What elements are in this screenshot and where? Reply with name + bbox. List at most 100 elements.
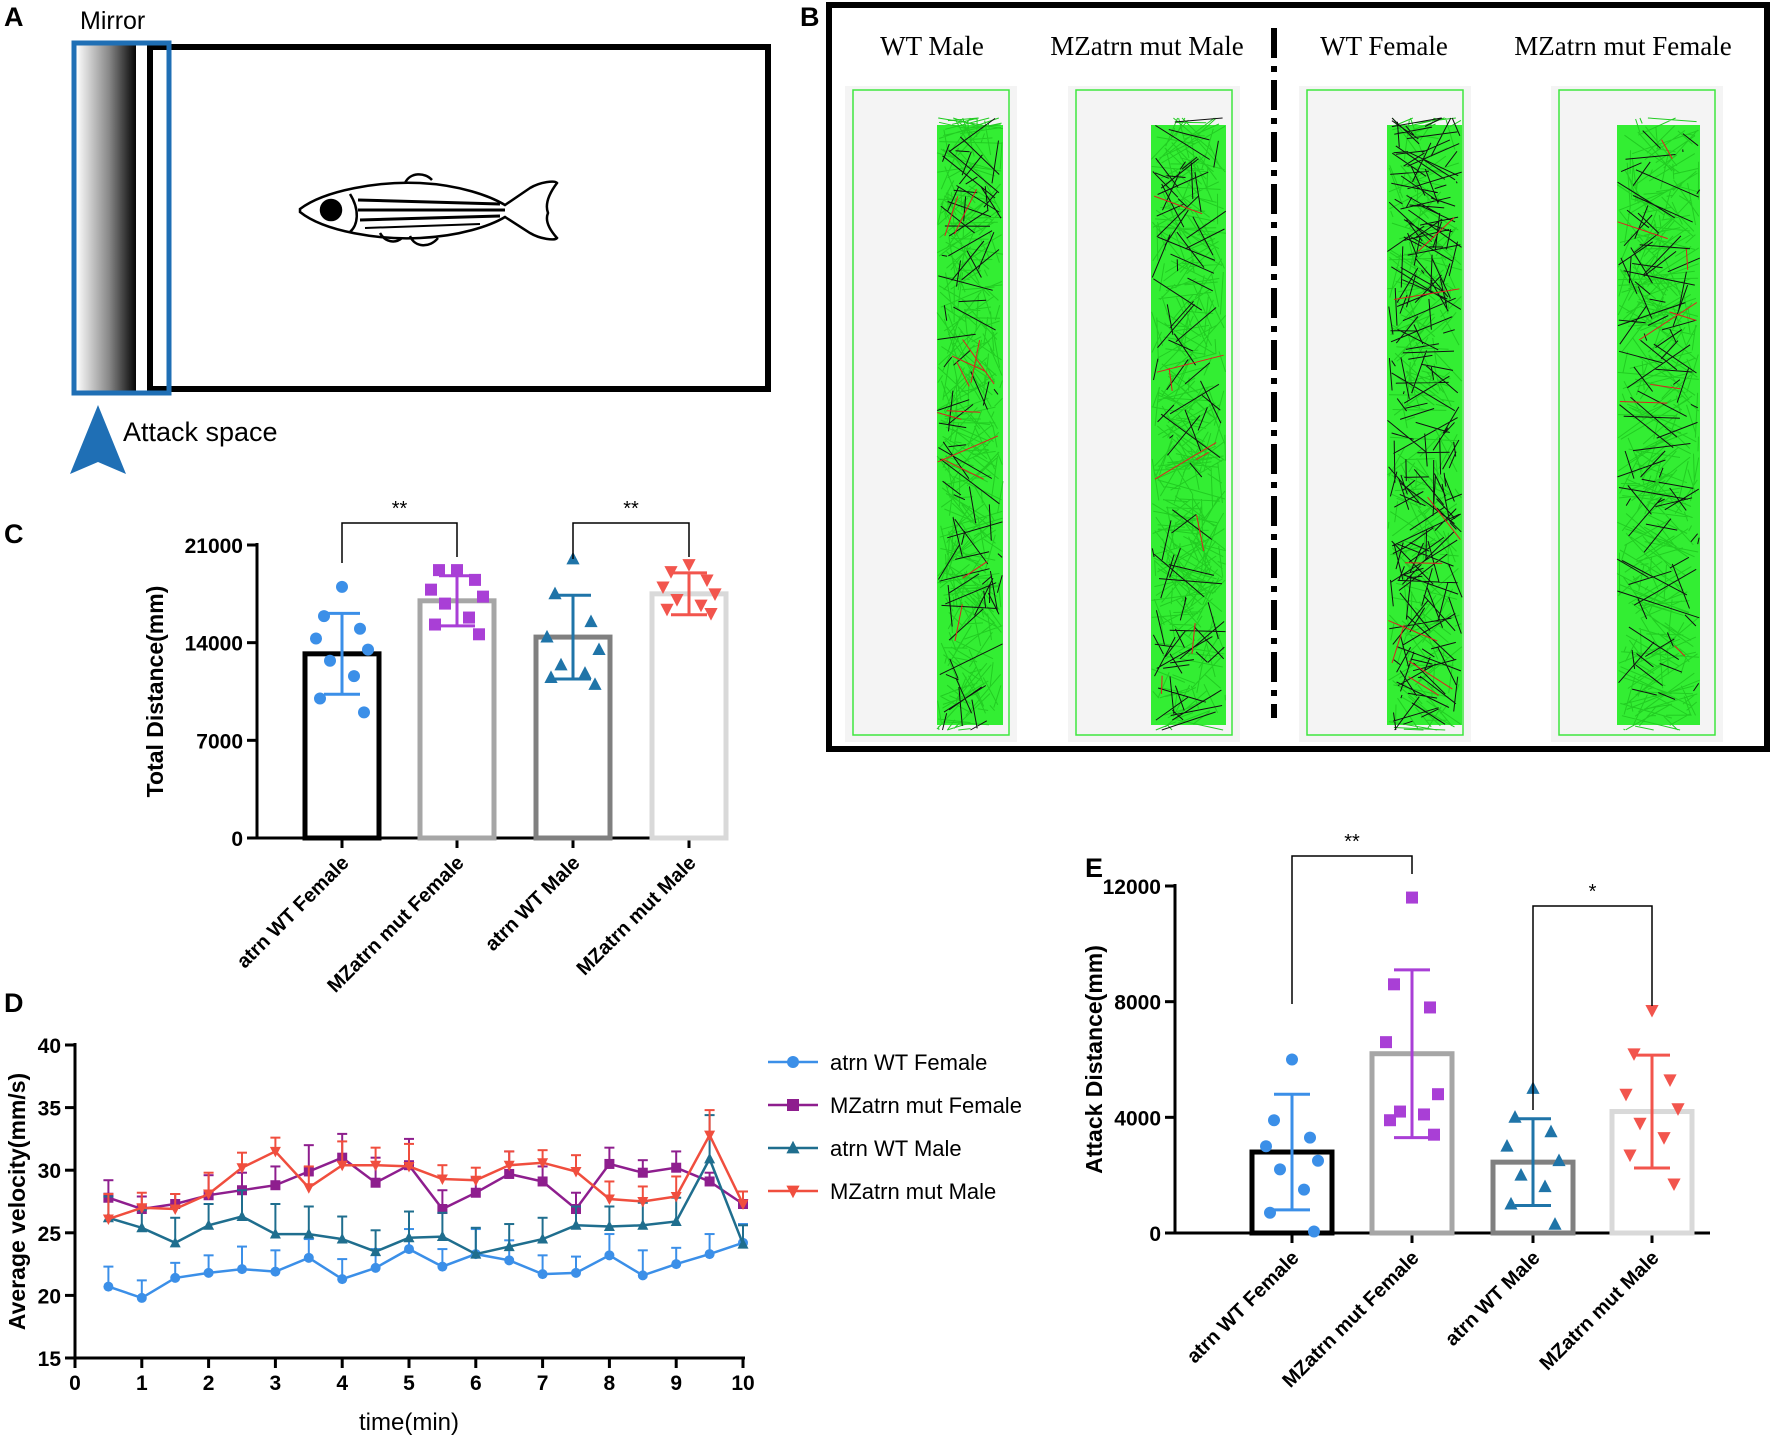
data-point xyxy=(660,603,674,617)
data-point xyxy=(1406,891,1418,904)
data-point xyxy=(1671,1103,1685,1116)
track-title-mut-female: MZatrn mut Female xyxy=(1514,31,1731,61)
x-tick-label: atrn WT Male xyxy=(481,852,585,956)
data-point xyxy=(1432,1088,1444,1101)
chart-attack-distance: E 0 4000 8000 12000 Attack Distance(mm) atrn … xyxy=(1081,831,1710,1392)
data-point xyxy=(439,597,451,610)
data-point xyxy=(337,1274,348,1285)
data-point xyxy=(1304,1131,1316,1144)
tank-outline xyxy=(147,44,771,392)
data-point xyxy=(403,1161,415,1173)
data-point xyxy=(537,1233,549,1244)
series-line xyxy=(108,1155,745,1256)
data-point xyxy=(362,643,374,656)
data-point xyxy=(554,657,568,671)
series-3 xyxy=(102,1114,749,1259)
data-point xyxy=(102,1214,114,1226)
data-point xyxy=(370,1160,382,1172)
data-point xyxy=(1394,1105,1406,1118)
data-point xyxy=(1508,1110,1522,1123)
data-point xyxy=(169,1236,181,1248)
data-point xyxy=(1260,1140,1272,1153)
data-point xyxy=(1623,1149,1637,1163)
data-point xyxy=(318,610,330,623)
data-point xyxy=(671,1259,682,1270)
data-point xyxy=(358,706,370,719)
significance-bracket xyxy=(572,522,690,559)
data-point xyxy=(203,1267,214,1278)
data-point xyxy=(1667,1178,1681,1192)
data-point xyxy=(704,1152,716,1164)
data-point xyxy=(324,654,336,667)
data-point xyxy=(548,586,562,600)
data-point xyxy=(603,1220,615,1232)
x-tick-label: 3 xyxy=(270,1372,282,1395)
data-point xyxy=(1504,1196,1518,1210)
data-point xyxy=(637,1197,649,1208)
data-point xyxy=(1286,1053,1298,1066)
mirror-gradient xyxy=(76,45,136,391)
data-point xyxy=(1298,1183,1310,1196)
attack-space-box xyxy=(71,40,172,396)
y-tick-label: 40 xyxy=(38,1035,61,1058)
data-point xyxy=(477,590,489,603)
data-point xyxy=(136,1221,148,1233)
x-tick-label: 1 xyxy=(136,1372,148,1395)
data-point xyxy=(670,1191,682,1203)
arena-outline xyxy=(1075,89,1233,736)
arena-outline xyxy=(852,89,1010,736)
series-1 xyxy=(103,1223,748,1303)
y-tick-label: 30 xyxy=(38,1160,61,1183)
arena-outline xyxy=(1306,89,1464,736)
data-point xyxy=(269,1228,281,1239)
data-point xyxy=(1500,1139,1514,1152)
data-point xyxy=(314,692,326,705)
track-lines-red xyxy=(937,188,999,642)
trajectory-plot-2 xyxy=(1068,86,1240,742)
y-tick-label: 20 xyxy=(38,1285,61,1308)
data-point xyxy=(310,632,322,645)
legend-marker xyxy=(787,1099,799,1111)
data-point xyxy=(537,1176,548,1187)
data-point xyxy=(370,1177,381,1188)
data-point xyxy=(604,1158,615,1169)
data-point xyxy=(236,1210,248,1222)
significance-bracket xyxy=(341,522,458,563)
data-point xyxy=(336,580,348,593)
bar xyxy=(649,591,729,841)
data-point xyxy=(737,1238,749,1249)
data-point xyxy=(570,1219,582,1230)
data-point xyxy=(170,1272,181,1283)
data-point xyxy=(700,574,714,588)
data-point xyxy=(1418,1108,1430,1121)
data-point xyxy=(504,1168,515,1179)
panel-d-label: D xyxy=(4,988,24,1018)
x-tick-label: 0 xyxy=(69,1372,81,1395)
data-point xyxy=(429,618,441,631)
data-point xyxy=(463,611,475,624)
data-point xyxy=(370,1245,382,1257)
data-point xyxy=(436,1230,448,1242)
data-point xyxy=(1268,1114,1280,1127)
data-point xyxy=(637,1219,649,1230)
y-axis-label: Average velocity(mm/s) xyxy=(4,1073,30,1330)
track-title-wt-female: WT Female xyxy=(1320,31,1448,61)
data-point xyxy=(354,622,366,635)
y-tick-label: 15 xyxy=(38,1348,62,1371)
data-point xyxy=(348,670,360,683)
significance-bracket xyxy=(1291,855,1413,1004)
data-point xyxy=(588,677,602,690)
data-point xyxy=(656,581,670,595)
chart-total-distance: C 0 7000 14000 21000 Total Distance(mm) atrn … xyxy=(4,498,729,997)
data-point xyxy=(1552,1153,1566,1167)
data-point xyxy=(504,1255,515,1266)
data-point xyxy=(704,1176,715,1187)
x-tick-label: 10 xyxy=(731,1372,754,1395)
data-point xyxy=(537,1269,548,1280)
data-point xyxy=(1538,1179,1552,1193)
data-point xyxy=(1308,1225,1320,1238)
data-point xyxy=(570,1166,582,1178)
series-line xyxy=(107,1241,744,1300)
chart-average-velocity: D 15 20 25 30 35 40 0 1 2 3 4 5 6 7 8 9 10 time(min) Avera… xyxy=(4,988,1022,1436)
